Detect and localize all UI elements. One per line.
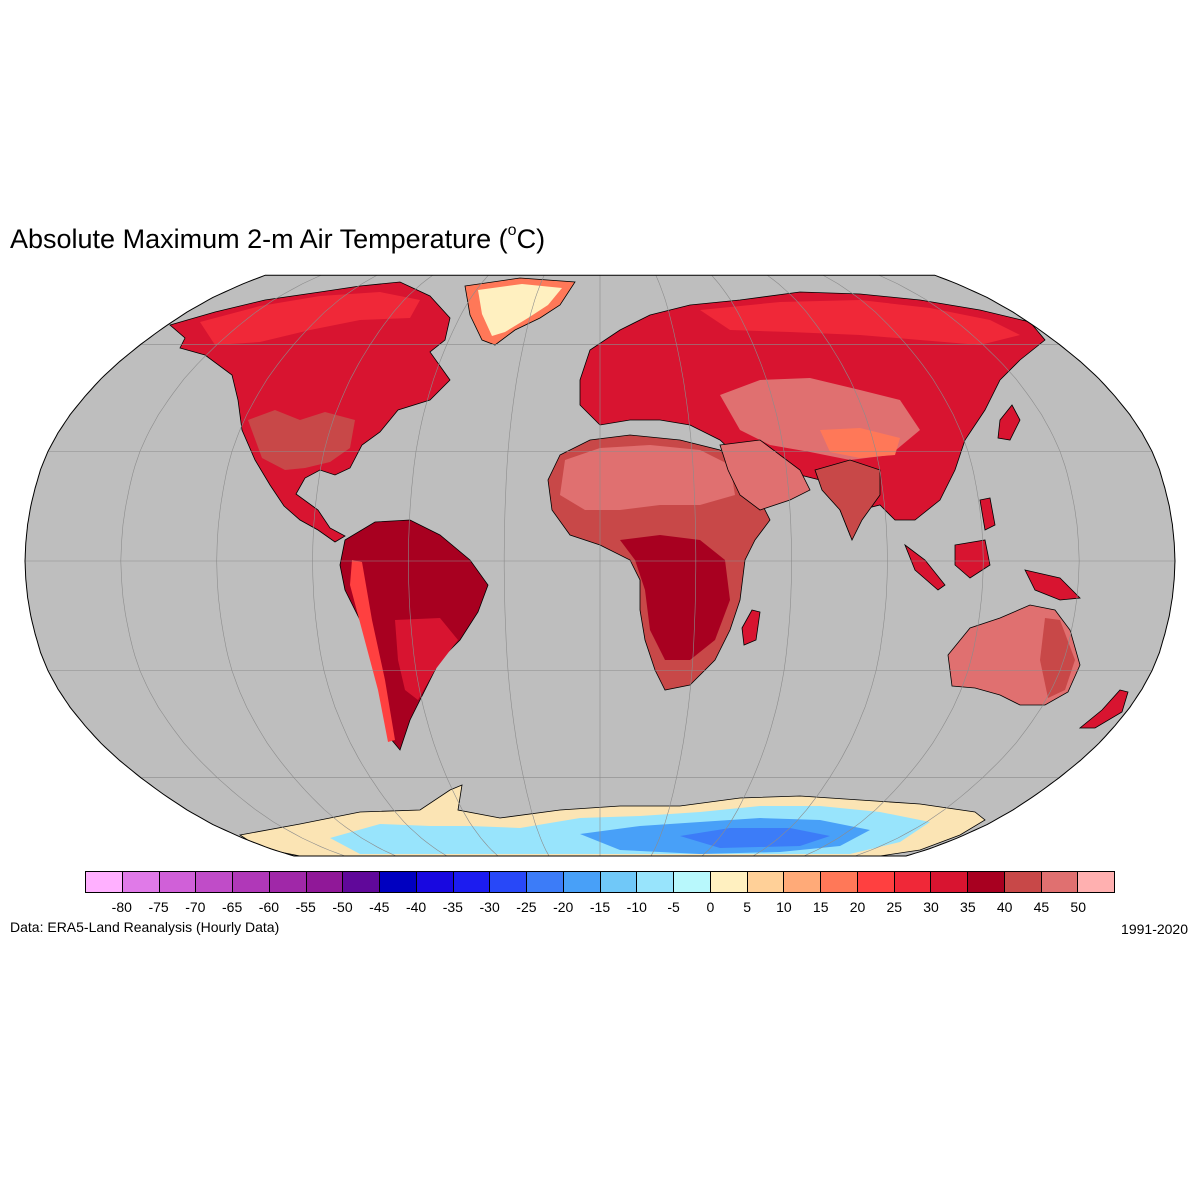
land-antarctica-coldest bbox=[680, 828, 830, 848]
colorbar-swatch bbox=[343, 872, 380, 892]
colorbar-swatch bbox=[637, 872, 674, 892]
colorbar-tick-label: -75 bbox=[148, 899, 169, 915]
colorbar-swatch bbox=[968, 872, 1005, 892]
land-south-america-hot bbox=[395, 618, 458, 700]
colorbar-tick-label: -80 bbox=[111, 899, 132, 915]
meridian-line bbox=[312, 274, 448, 857]
colorbar-swatch bbox=[563, 872, 601, 892]
period-label: 1991-2020 bbox=[1121, 921, 1188, 937]
colorbar-swatch bbox=[857, 872, 895, 892]
colorbar-tick-label: 45 bbox=[1033, 899, 1050, 915]
colorbar-swatch bbox=[1078, 872, 1114, 892]
land-andes bbox=[350, 560, 395, 742]
meridian-line bbox=[650, 275, 697, 857]
meridian-line bbox=[407, 275, 499, 857]
colorbar-swatch bbox=[233, 872, 270, 892]
colorbar-tick-label: 20 bbox=[849, 899, 866, 915]
land-new-guinea bbox=[1024, 569, 1081, 601]
colorbar-tick-label: 10 bbox=[776, 899, 792, 915]
colorbar-swatch bbox=[416, 872, 454, 892]
colorbar-swatch bbox=[122, 872, 160, 892]
graticule bbox=[25, 274, 1175, 857]
colorbar-swatch bbox=[600, 872, 638, 892]
colorbar-swatch bbox=[784, 872, 821, 892]
land-central-africa bbox=[620, 535, 730, 660]
colorbar bbox=[85, 871, 1115, 893]
meridian-line bbox=[803, 274, 984, 857]
colorbar-tick-label: 0 bbox=[706, 899, 715, 915]
land-sumatra bbox=[904, 543, 946, 591]
colorbar-tick-label: 5 bbox=[743, 899, 752, 915]
land-north-america bbox=[169, 281, 451, 543]
meridian-line bbox=[216, 274, 397, 857]
land-australia-east bbox=[1040, 618, 1075, 698]
colorbar-swatch bbox=[527, 872, 564, 892]
data-source-label: Data: ERA5-Land Reanalysis (Hourly Data) bbox=[10, 919, 280, 935]
colorbar-tick-label: -35 bbox=[442, 899, 463, 915]
colorbar-swatch bbox=[196, 872, 233, 892]
globe-border bbox=[24, 274, 1176, 857]
colorbar-ticks: -80 -75 -70 -65 -60 -55 -50 -45 -40 -35 -30 -25 -20-… bbox=[0, 899, 1200, 919]
colorbar-tick-label: -10 bbox=[626, 899, 647, 915]
colorbar-tick-label: -70 bbox=[185, 899, 206, 915]
land-philippines bbox=[979, 497, 996, 531]
colorbar-swatch bbox=[453, 872, 491, 892]
colorbar-swatch bbox=[710, 872, 748, 892]
colorbar-tick-label: -50 bbox=[332, 899, 353, 915]
colorbar-tick-label: -65 bbox=[222, 899, 243, 915]
colorbar-tick-label: -30 bbox=[479, 899, 500, 915]
land-japan bbox=[997, 404, 1021, 441]
land-tibet bbox=[820, 428, 900, 458]
colorbar-swatch bbox=[747, 872, 785, 892]
land-new-zealand bbox=[1078, 689, 1129, 729]
colorbar-tick-label: 15 bbox=[812, 899, 829, 915]
colorbar-swatch bbox=[931, 872, 968, 892]
colorbar-tick-label: -45 bbox=[369, 899, 390, 915]
colorbar-tick-label: 35 bbox=[960, 899, 976, 915]
land-arabia bbox=[719, 439, 811, 511]
colorbar-tick-label: -40 bbox=[405, 899, 427, 915]
colorbar-swatch bbox=[490, 872, 527, 892]
colorbar-tick-label: 50 bbox=[1070, 899, 1086, 915]
land-india bbox=[814, 459, 881, 541]
colorbar-tick-label: -25 bbox=[516, 899, 537, 915]
colorbar-tick-label: 25 bbox=[886, 899, 903, 915]
land-greenland-interior bbox=[478, 284, 562, 336]
land-borneo bbox=[954, 539, 991, 579]
land-madagascar bbox=[741, 609, 761, 646]
land-siberia bbox=[700, 300, 1020, 345]
meridian-line bbox=[120, 274, 346, 857]
colorbar-swatch bbox=[821, 872, 858, 892]
colorbar-tick-label: -20 bbox=[553, 899, 574, 915]
land-north-america-hot bbox=[248, 410, 355, 470]
colorbar-tick-label: -55 bbox=[295, 899, 316, 915]
colorbar-swatch bbox=[159, 872, 197, 892]
meridian-line bbox=[701, 275, 793, 857]
meridian-line bbox=[854, 274, 1080, 857]
colorbar-swatch bbox=[269, 872, 307, 892]
colorbar-tick-label: 30 bbox=[923, 899, 939, 915]
meridian-line bbox=[503, 275, 550, 857]
colorbar-swatch bbox=[1004, 872, 1042, 892]
colorbar-swatch bbox=[894, 872, 932, 892]
colorbar-tick-label: -60 bbox=[258, 899, 280, 915]
colorbar-swatch bbox=[306, 872, 344, 892]
land-sahara bbox=[560, 445, 735, 510]
map-title: Absolute Maximum 2-m Air Temperature (oC… bbox=[10, 222, 546, 254]
colorbar-swatch bbox=[1041, 872, 1079, 892]
colorbar-swatch bbox=[674, 872, 711, 892]
colorbar-swatch bbox=[380, 872, 417, 892]
land-canada-north bbox=[200, 292, 420, 345]
colorbar-tick-label: -5 bbox=[667, 899, 680, 915]
colorbar-tick-label: -15 bbox=[589, 899, 611, 915]
colorbar-swatch bbox=[86, 872, 123, 892]
meridian-line bbox=[752, 274, 888, 857]
colorbar-tick-label: 40 bbox=[996, 899, 1013, 915]
